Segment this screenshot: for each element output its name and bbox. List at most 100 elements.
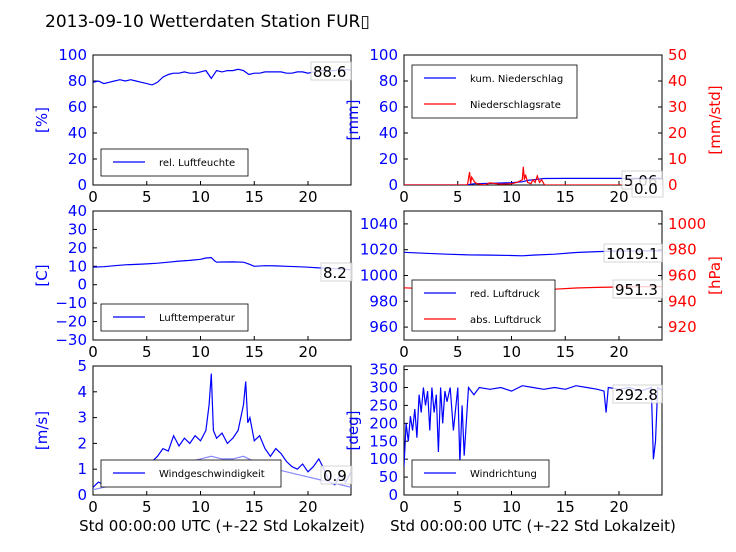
y2-tick-label: 980 bbox=[668, 241, 697, 259]
y-axis-label: [C] bbox=[33, 264, 51, 286]
y-tick-label: 3 bbox=[77, 409, 87, 427]
series-line-1 bbox=[93, 68, 351, 86]
legend: Lufttemperatur bbox=[100, 303, 249, 332]
x-tick-label: 0 bbox=[88, 498, 98, 516]
x-tick-label: 20 bbox=[609, 343, 628, 361]
y-tick-label: 200 bbox=[369, 414, 398, 432]
x-tick-label: 10 bbox=[502, 343, 521, 361]
x-tick-label: 20 bbox=[298, 188, 317, 206]
x-tick-label: 0 bbox=[88, 188, 98, 206]
y-tick-label: 100 bbox=[369, 46, 398, 64]
y-tick-label: 1040 bbox=[360, 215, 398, 233]
y-tick-label: 1000 bbox=[360, 267, 398, 285]
y-tick-label: 0 bbox=[77, 486, 87, 504]
y-axis-label: [m/s] bbox=[33, 411, 51, 450]
y2-tick-label: 30 bbox=[668, 98, 687, 116]
y-tick-label: 300 bbox=[369, 379, 398, 397]
x-tick-label: 20 bbox=[298, 343, 317, 361]
chart-wind-speed: 0 5 10 15 20 0 1 2 3 4 5 [m/s] Std 00:00:00 UTC (+-2… bbox=[33, 357, 365, 535]
legend: Windgeschwindigkeit bbox=[100, 459, 282, 488]
y-tick-label: 4 bbox=[77, 383, 87, 401]
x-tick-label: 5 bbox=[453, 498, 463, 516]
chart-humidity: 0 5 10 15 20 0 20 40 60 80 100 [%] rel. Luftfeuchte 8… bbox=[33, 46, 352, 206]
x-tick-label: 5 bbox=[142, 188, 152, 206]
y-tick-label: 40 bbox=[379, 124, 398, 142]
x-tick-label: 20 bbox=[609, 188, 628, 206]
y-tick-label: −10 bbox=[55, 294, 87, 312]
y-tick-label: 5 bbox=[77, 357, 87, 375]
value-label-box bbox=[320, 465, 353, 485]
x-tick-label: 10 bbox=[502, 188, 521, 206]
x-tick-label: 10 bbox=[191, 343, 210, 361]
value-label: 0.0 bbox=[634, 180, 658, 198]
value-label-box bbox=[320, 262, 353, 282]
value-label-box bbox=[612, 279, 663, 299]
legend-entry: Niederschlagsrate bbox=[470, 100, 561, 111]
chart-pressure: 0 5 10 15 20 960 980 1000 1020 1040 920 940 960 980 10… bbox=[360, 210, 724, 361]
x-axis-label: Std 00:00:00 UTC (+-22 Std Lokalzeit) bbox=[390, 517, 676, 535]
x-tick-label: 20 bbox=[609, 498, 628, 516]
x-tick-label: 5 bbox=[453, 188, 463, 206]
x-tick-label: 0 bbox=[399, 498, 409, 516]
legend: Windrichtung bbox=[411, 459, 550, 488]
y-axis-label: [deg] bbox=[344, 411, 362, 451]
value-label-box bbox=[310, 61, 352, 81]
y-tick-label: 20 bbox=[379, 150, 398, 168]
y-tick-label: −20 bbox=[55, 313, 87, 331]
x-tick-label: 15 bbox=[556, 498, 575, 516]
legend-entry: Lufttemperatur bbox=[159, 313, 236, 324]
y2-tick-label: 920 bbox=[668, 318, 697, 336]
axes-frame bbox=[92, 54, 352, 186]
legend-entry: abs. Luftdruck bbox=[470, 315, 541, 326]
y-tick-label: 2 bbox=[77, 434, 87, 452]
legend-entry: kum. Niederschlag bbox=[470, 74, 563, 85]
x-tick-label: 5 bbox=[142, 498, 152, 516]
x-tick-label: 0 bbox=[88, 343, 98, 361]
x-tick-label: 15 bbox=[245, 343, 264, 361]
x-tick-label: 15 bbox=[556, 343, 575, 361]
y-tick-label: 980 bbox=[369, 292, 398, 310]
x-tick-label: 10 bbox=[502, 498, 521, 516]
y2-tick-label: 960 bbox=[668, 267, 697, 285]
chart-precipitation: 0 5 10 15 20 0 20 40 60 80 100 0 10 20 30 40 50 [mm] [mm/s… bbox=[344, 46, 724, 206]
value-label: 8.2 bbox=[323, 264, 347, 282]
y-axis-label: [%] bbox=[33, 107, 51, 133]
x-tick-label: 5 bbox=[453, 343, 463, 361]
legend-entry: Windgeschwindigkeit bbox=[159, 469, 265, 480]
y-tick-label: 60 bbox=[379, 98, 398, 116]
series-line-1 bbox=[404, 177, 662, 185]
y-tick-label: 20 bbox=[68, 150, 87, 168]
value-label: 1019.1 bbox=[606, 245, 659, 263]
x-tick-label: 0 bbox=[399, 343, 409, 361]
legend: kum. Niederschlag Niederschlagsrate bbox=[411, 64, 578, 119]
value-label: 292.8 bbox=[615, 386, 658, 404]
x-tick-label: 10 bbox=[191, 498, 210, 516]
legend: red. Luftdruck abs. Luftdruck bbox=[411, 279, 556, 332]
legend-entry: red. Luftdruck bbox=[470, 289, 540, 300]
chart-temperature: 0 5 10 15 20−30−20−10010203040[C]Lufttempera… bbox=[33, 202, 353, 361]
y-axis-label: [mm] bbox=[344, 100, 362, 141]
x-tick-label: 15 bbox=[245, 188, 264, 206]
value-label-box bbox=[612, 384, 663, 404]
y2-tick-label: 0 bbox=[668, 176, 678, 194]
y-tick-label: 100 bbox=[58, 46, 87, 64]
y-tick-label: 80 bbox=[68, 72, 87, 90]
value-label: 0.9 bbox=[323, 467, 347, 485]
x-tick-label: 10 bbox=[191, 188, 210, 206]
y-tick-label: 0 bbox=[77, 276, 87, 294]
y-tick-label: 80 bbox=[379, 72, 398, 90]
y-tick-label: 20 bbox=[68, 239, 87, 257]
axes-frame bbox=[92, 365, 352, 496]
y-tick-label: 0 bbox=[77, 176, 87, 194]
y2-axis-label: [mm/std] bbox=[706, 85, 724, 154]
y-tick-label: 0 bbox=[388, 176, 398, 194]
series-line-1 bbox=[93, 256, 351, 271]
y2-tick-label: 50 bbox=[668, 46, 687, 64]
y-tick-label: 40 bbox=[68, 202, 87, 220]
y2-axis-label: [hPa] bbox=[706, 256, 724, 295]
y2-tick-label: 10 bbox=[668, 150, 687, 168]
page-title: 2013-09-10 Wetterdaten Station FUR▯ bbox=[45, 12, 370, 32]
y-tick-label: 50 bbox=[379, 468, 398, 486]
axes-frame bbox=[403, 54, 663, 186]
